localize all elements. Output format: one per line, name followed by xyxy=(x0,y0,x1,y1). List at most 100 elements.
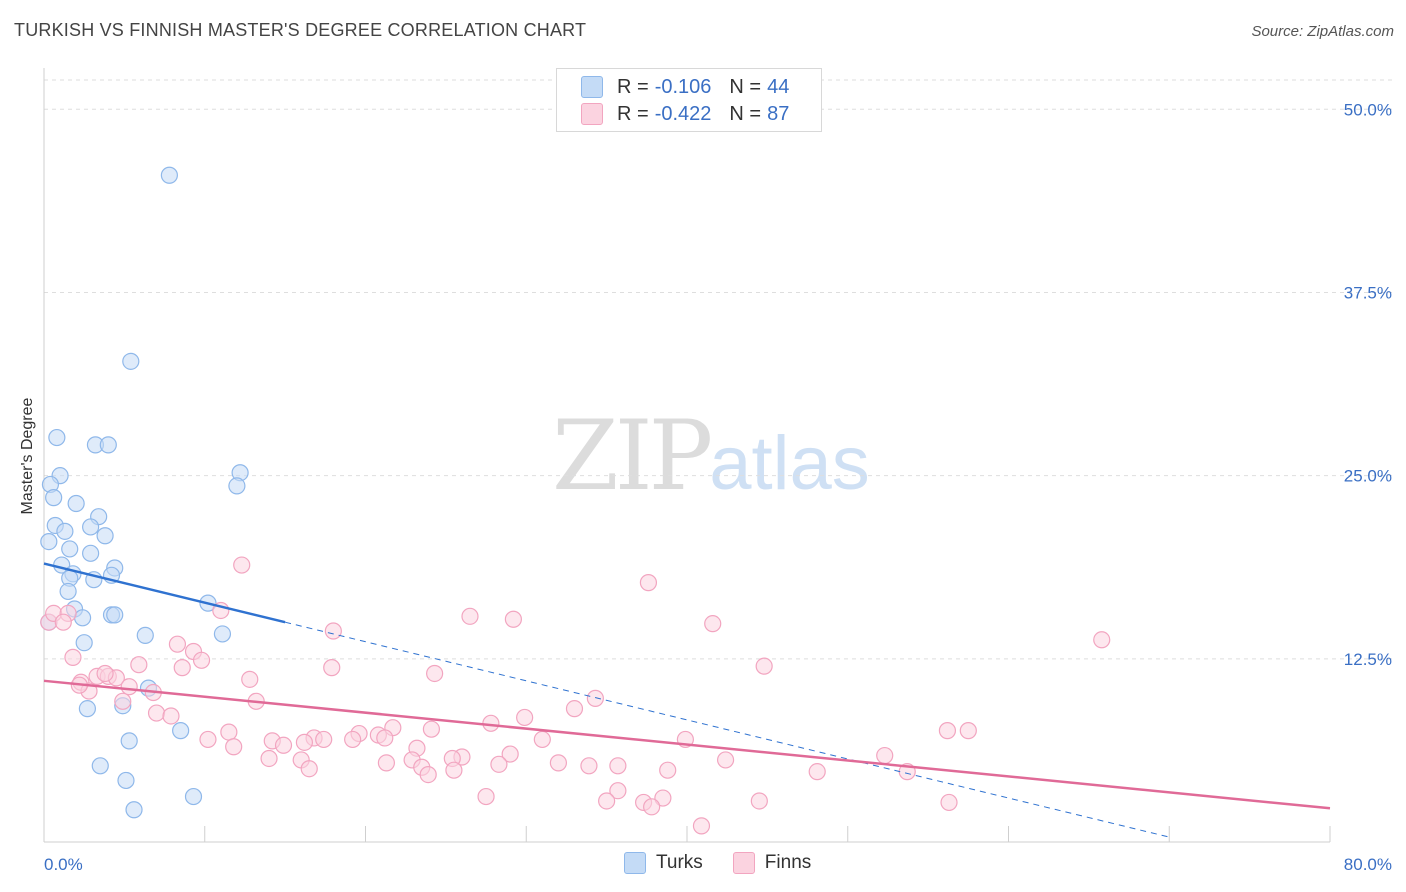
finns-point xyxy=(716,751,735,769)
turks-trend-extension xyxy=(285,621,1170,838)
finns-point xyxy=(549,754,568,772)
correlation-legend: R = -0.106 N = 44 R = -0.422 N = 87 xyxy=(556,68,822,132)
finns-point xyxy=(1093,631,1111,649)
watermark-atlas: atlas xyxy=(709,421,870,506)
turks-point xyxy=(67,494,85,513)
x-tick-label-max: 80.0% xyxy=(1344,855,1392,874)
finns-point xyxy=(377,754,395,772)
finns-point xyxy=(501,745,519,763)
legend-item-finns[interactable]: Finns xyxy=(732,852,811,874)
finns-point xyxy=(130,656,148,674)
finns-point xyxy=(609,782,627,800)
finns-point xyxy=(445,761,463,779)
finns-point xyxy=(147,704,166,722)
turks-point xyxy=(75,634,93,652)
finns-point xyxy=(750,792,768,810)
finns-point xyxy=(120,678,138,696)
turks-point xyxy=(82,518,100,536)
finns-point xyxy=(162,707,180,725)
finns-point xyxy=(422,720,441,738)
watermark: ZIPatlas xyxy=(552,400,870,512)
turks-n-value: 44 xyxy=(767,75,790,98)
finns-point xyxy=(490,755,508,773)
finns-point xyxy=(54,613,72,631)
finns-point xyxy=(344,730,362,749)
turks-point xyxy=(96,527,114,545)
finns-point xyxy=(639,574,658,592)
y-tick-label: 50.0% xyxy=(1344,100,1392,119)
legend-item-turks[interactable]: Turks xyxy=(624,852,703,874)
finns-n-value: 87 xyxy=(767,102,790,125)
turks-legend-label: Turks xyxy=(656,852,703,873)
finns-point xyxy=(940,793,958,812)
finns-point xyxy=(96,664,114,683)
turks-point xyxy=(40,532,58,551)
finns-point xyxy=(461,607,479,625)
finns-point xyxy=(938,722,957,740)
legend-row-finns: R = -0.422 N = 87 xyxy=(581,102,789,126)
finns-point xyxy=(654,789,672,807)
finns-point xyxy=(114,692,132,710)
finns-point xyxy=(274,736,293,754)
turks-point xyxy=(228,477,246,495)
turks-point xyxy=(213,625,232,643)
finns-point xyxy=(704,615,722,633)
turks-point xyxy=(172,722,190,740)
finns-r-label: R = xyxy=(617,102,649,125)
turks-point xyxy=(136,626,154,644)
finns-point xyxy=(504,610,522,628)
finns-point xyxy=(192,651,211,669)
finns-point xyxy=(168,635,187,653)
finns-n-label: N = xyxy=(729,102,762,125)
finns-point xyxy=(516,708,534,727)
finns-point xyxy=(565,700,584,718)
watermark-zip: ZIP xyxy=(552,400,713,512)
turks-point xyxy=(99,436,117,454)
x-tick-label-min: 0.0% xyxy=(44,855,83,874)
turks-point xyxy=(82,544,100,562)
finns-point xyxy=(643,798,661,816)
turks-point xyxy=(117,771,135,790)
turks-point xyxy=(160,166,178,184)
finns-point xyxy=(376,729,394,747)
finns-point xyxy=(324,622,342,640)
finns-point xyxy=(426,664,444,683)
finns-point xyxy=(241,670,259,688)
turks-point xyxy=(48,428,66,447)
turks-point xyxy=(125,801,143,819)
finns-point xyxy=(876,746,894,765)
source-label: Source: ZipAtlas.com xyxy=(1251,23,1394,40)
finns-point xyxy=(659,761,677,779)
y-tick-label: 25.0% xyxy=(1344,467,1392,486)
turks-r-label: R = xyxy=(617,75,649,98)
turks-point xyxy=(106,606,124,624)
turks-point xyxy=(73,609,92,627)
chart-title: TURKISH VS FINNISH MASTER'S DEGREE CORRE… xyxy=(14,20,587,40)
turks-point xyxy=(59,582,77,601)
turks-point xyxy=(91,757,109,775)
turks-swatch xyxy=(581,76,603,98)
finns-point xyxy=(233,556,251,574)
finns-point xyxy=(692,817,711,835)
finns-point xyxy=(419,765,437,784)
finns-trend-line xyxy=(43,679,1331,810)
finns-r-value: -0.422 xyxy=(654,102,712,125)
y-tick-label: 12.5% xyxy=(1344,650,1392,669)
turks-point xyxy=(184,787,203,806)
finns-point xyxy=(260,749,278,768)
y-tick-label: 37.5% xyxy=(1344,283,1392,302)
turks-point xyxy=(78,700,97,718)
series-legend: Turks Finns xyxy=(624,852,841,874)
finns-point xyxy=(580,757,598,775)
turks-point xyxy=(45,489,63,507)
turks-point xyxy=(56,522,74,540)
finns-point xyxy=(300,760,318,778)
finns-point xyxy=(199,730,217,749)
finns-point xyxy=(533,730,551,749)
finns-point xyxy=(609,757,627,775)
turks-legend-swatch xyxy=(624,852,646,874)
turks-point xyxy=(120,732,138,750)
finns-point xyxy=(586,689,604,707)
finns-swatch xyxy=(581,103,603,125)
